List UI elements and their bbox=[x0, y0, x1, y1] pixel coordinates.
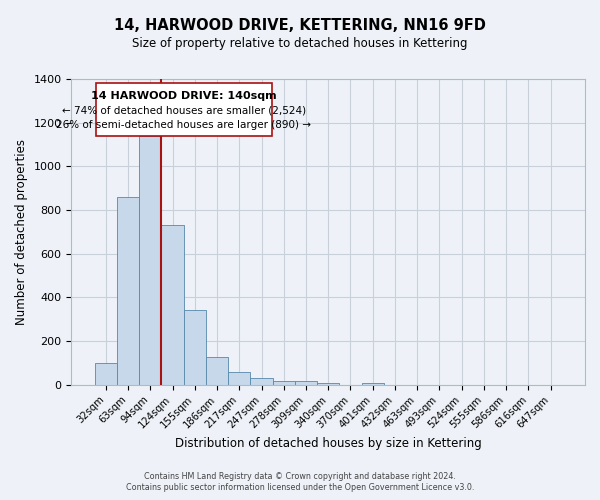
Y-axis label: Number of detached properties: Number of detached properties bbox=[15, 139, 28, 325]
Bar bbox=[317, 382, 340, 384]
Bar bbox=[184, 310, 206, 384]
Text: Contains HM Land Registry data © Crown copyright and database right 2024.: Contains HM Land Registry data © Crown c… bbox=[144, 472, 456, 481]
Bar bbox=[272, 381, 295, 384]
Text: Size of property relative to detached houses in Kettering: Size of property relative to detached ho… bbox=[132, 38, 468, 51]
Bar bbox=[228, 372, 250, 384]
Text: 26% of semi-detached houses are larger (890) →: 26% of semi-detached houses are larger (… bbox=[56, 120, 311, 130]
Text: 14, HARWOOD DRIVE, KETTERING, NN16 9FD: 14, HARWOOD DRIVE, KETTERING, NN16 9FD bbox=[114, 18, 486, 32]
X-axis label: Distribution of detached houses by size in Kettering: Distribution of detached houses by size … bbox=[175, 437, 482, 450]
Bar bbox=[139, 136, 161, 384]
Bar bbox=[95, 363, 117, 384]
FancyBboxPatch shape bbox=[96, 84, 272, 136]
Bar bbox=[206, 358, 228, 384]
Bar bbox=[295, 381, 317, 384]
Text: 14 HARWOOD DRIVE: 140sqm: 14 HARWOOD DRIVE: 140sqm bbox=[91, 92, 277, 102]
Text: ← 74% of detached houses are smaller (2,524): ← 74% of detached houses are smaller (2,… bbox=[62, 106, 306, 116]
Bar bbox=[250, 378, 272, 384]
Bar bbox=[117, 197, 139, 384]
Bar bbox=[161, 226, 184, 384]
Text: Contains public sector information licensed under the Open Government Licence v3: Contains public sector information licen… bbox=[126, 484, 474, 492]
Bar bbox=[362, 382, 384, 384]
